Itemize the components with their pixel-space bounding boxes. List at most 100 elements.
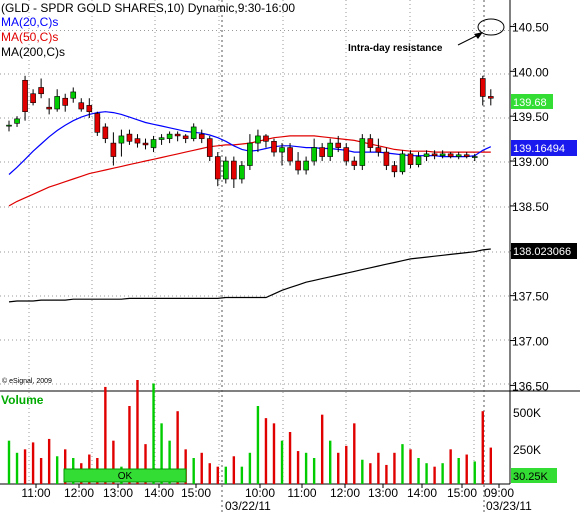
candle-body xyxy=(431,153,438,156)
candle-body xyxy=(287,147,293,162)
volume-bar xyxy=(240,466,244,484)
ma50-legend: MA(50,C)s xyxy=(1,30,58,44)
volume-bar xyxy=(136,380,139,484)
volume-bar xyxy=(23,449,27,484)
candle-body xyxy=(247,142,253,166)
candle-body xyxy=(327,142,334,157)
candle xyxy=(134,134,141,148)
price-tick-label: 137.00 xyxy=(512,335,549,349)
candle-body xyxy=(231,160,237,180)
candle-body xyxy=(110,142,117,157)
time-tick-label: 13:00 xyxy=(368,486,398,500)
candle-body xyxy=(150,139,157,148)
candle-body xyxy=(54,96,60,110)
time-tick-label: 14:00 xyxy=(407,486,437,500)
volume-bar xyxy=(7,440,11,484)
candle xyxy=(343,143,350,166)
volume-tick-label: 250K xyxy=(513,443,541,457)
volume-bar xyxy=(15,452,19,484)
volume-bar xyxy=(304,452,308,484)
volume-bar xyxy=(144,444,147,484)
candle xyxy=(46,98,52,115)
candle-body xyxy=(479,78,486,97)
volume-bar xyxy=(160,423,163,484)
volume-bar xyxy=(112,440,115,484)
volume-bar xyxy=(473,461,476,484)
candle xyxy=(327,138,334,162)
volume-bar xyxy=(465,454,468,484)
candle-body xyxy=(239,165,245,180)
volume-bar xyxy=(337,452,340,484)
price-tick-label: 140.00 xyxy=(512,65,549,79)
candle-body xyxy=(158,137,165,140)
candle xyxy=(423,150,430,162)
candle xyxy=(62,93,69,112)
candle xyxy=(223,156,229,184)
last-price-tag xyxy=(511,94,553,109)
candle xyxy=(86,98,93,118)
volume-bar xyxy=(320,414,324,484)
volume-bar xyxy=(128,406,131,484)
volume-bar xyxy=(288,432,292,484)
candle-body xyxy=(295,160,301,171)
time-tick-label: 15:00 xyxy=(447,486,477,500)
candle xyxy=(166,131,173,144)
candle xyxy=(471,153,478,162)
candle-body xyxy=(415,156,422,165)
candle-body xyxy=(102,126,109,139)
volume-bar xyxy=(377,452,380,484)
volume-bar xyxy=(385,464,388,484)
volume-bar xyxy=(329,440,332,484)
candle xyxy=(391,161,398,178)
candle xyxy=(214,152,221,187)
volume-bar xyxy=(401,444,404,484)
grid-layer xyxy=(0,0,510,514)
candle xyxy=(359,134,366,171)
candle xyxy=(126,129,133,145)
candle xyxy=(198,129,205,144)
volume-bar xyxy=(481,411,484,484)
candle xyxy=(118,129,125,157)
volume-bar xyxy=(39,458,43,484)
candle-body xyxy=(118,135,125,144)
candle-body xyxy=(463,154,470,157)
candle xyxy=(479,75,486,106)
candle-body xyxy=(6,124,12,127)
time-tick-label: 12:00 xyxy=(64,486,94,500)
volume-tag xyxy=(511,468,557,483)
candle-body xyxy=(46,106,52,110)
candle xyxy=(150,135,157,153)
candle xyxy=(70,87,77,103)
time-tick-label: 11:00 xyxy=(287,486,316,500)
annotation-arrowhead xyxy=(474,32,483,39)
candle-body xyxy=(383,151,390,166)
volume-bar xyxy=(272,423,276,484)
candle-body xyxy=(407,153,414,165)
last-price-value: 139.68 xyxy=(513,97,547,109)
volume-bar xyxy=(353,423,356,484)
volume-bar xyxy=(489,447,492,484)
candle xyxy=(383,147,390,171)
candle-body xyxy=(206,138,213,157)
candle-body xyxy=(447,153,454,157)
candle xyxy=(367,134,374,153)
candle xyxy=(231,156,237,188)
candle xyxy=(14,116,20,127)
volume-tick-label: 500K xyxy=(513,406,541,420)
candle xyxy=(38,78,44,99)
time-tick-label: 12:00 xyxy=(330,486,360,500)
volume-bar xyxy=(192,458,195,484)
candle-body xyxy=(182,135,189,139)
candle xyxy=(463,152,470,159)
candle xyxy=(30,89,36,106)
ma20-legend: MA(20,C)s xyxy=(1,15,58,29)
candle xyxy=(407,150,414,169)
ma200-legend: MA(200,C)s xyxy=(1,45,65,59)
candle xyxy=(239,161,245,184)
candle-body xyxy=(30,93,36,104)
candle xyxy=(6,120,12,132)
candle xyxy=(110,132,117,166)
candle xyxy=(142,138,149,150)
candle xyxy=(447,152,454,159)
volume-bar xyxy=(104,386,107,484)
